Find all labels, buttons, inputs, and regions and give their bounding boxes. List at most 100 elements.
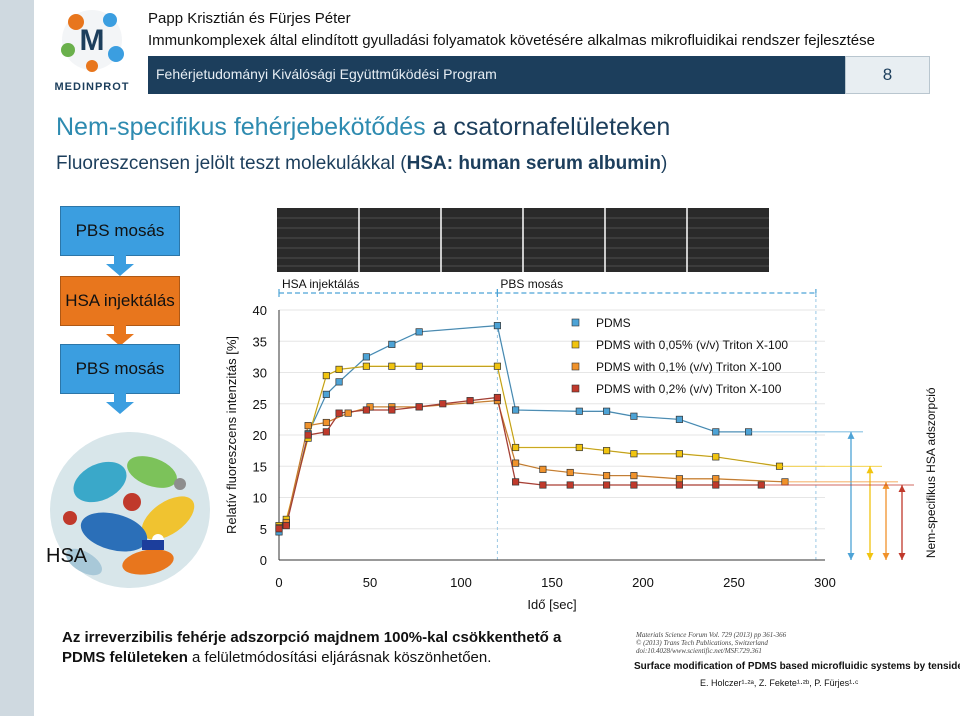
- x-tick-label: 150: [541, 575, 563, 590]
- legend-marker: [571, 318, 580, 327]
- data-point: [304, 422, 312, 430]
- data-point: [362, 362, 370, 370]
- data-point: [322, 418, 330, 427]
- caption-line-2-bold: PDMS felületeken: [62, 649, 188, 666]
- data-point: [712, 475, 720, 483]
- flow-arrow-down-icon: [106, 252, 134, 276]
- data-point: [388, 406, 396, 414]
- series-line-shadow: [278, 325, 749, 533]
- adsorption-arrowhead-top: [866, 466, 874, 474]
- data-point: [344, 409, 352, 417]
- data-point: [675, 415, 683, 423]
- reference-journal-line-3: doi:10.4028/www.scientific.net/MSF.729.3…: [636, 647, 762, 655]
- data-point: [335, 409, 343, 417]
- data-point: [630, 450, 638, 458]
- data-point: [322, 372, 330, 380]
- adsorption-arrowhead-bottom: [847, 553, 855, 560]
- adsorption-arrowhead-bottom: [866, 553, 874, 560]
- data-point: [630, 412, 638, 420]
- y-tick-label: 35: [253, 334, 267, 349]
- reference-journal-line-2: © (2013) Trans Tech Publications, Switze…: [636, 639, 768, 647]
- y-tick-label: 20: [253, 428, 267, 443]
- flow-step-pbs-wash-2: PBS mosás: [60, 344, 180, 394]
- data-point: [335, 378, 343, 386]
- fluorescence-microscope-images: [277, 208, 769, 272]
- data-point: [493, 322, 501, 330]
- y-tick-label: 40: [253, 303, 267, 318]
- adsorption-arrowhead-top: [898, 485, 906, 492]
- logo-text: MEDINPROT: [55, 81, 130, 93]
- right-annotation-label: Nem-specifikus HSA adszorpció: [924, 387, 938, 558]
- slide-title: Nem-specifikus fehérjebekötődés a csator…: [56, 113, 670, 142]
- data-point: [675, 481, 683, 489]
- program-bar: [148, 56, 845, 94]
- caption-line-2: PDMS felületeken a felületmódosítási elj…: [62, 649, 491, 666]
- data-point: [493, 393, 501, 402]
- subtitle-pre: Fluoreszcensen jelölt teszt molekulákkal…: [56, 153, 407, 174]
- x-tick-label: 0: [275, 575, 282, 590]
- hsa-protein-structure-image: [50, 432, 210, 588]
- x-tick-label: 250: [723, 575, 745, 590]
- data-point: [282, 522, 290, 530]
- program-label: Fehérjetudományi Kiválósági Együttműködé…: [156, 66, 497, 82]
- data-point: [675, 450, 683, 458]
- data-point: [322, 390, 330, 398]
- y-tick-label: 30: [253, 366, 267, 381]
- data-point: [630, 481, 638, 489]
- data-point: [439, 400, 447, 408]
- y-axis-label: Relatív fluoreszcens intenzitás [%]: [224, 336, 239, 534]
- legend-label: PDMS with 0,2% (v/v) Triton X-100: [596, 382, 782, 396]
- data-point: [512, 443, 520, 452]
- flow-arrow-down-icon: [106, 322, 134, 346]
- reference-title: Surface modification of PDMS based micro…: [634, 661, 960, 672]
- slide-title-rest: a csatornafelületeken: [425, 113, 671, 141]
- data-point: [415, 403, 423, 411]
- slide-subtitle: Fluoreszcensen jelölt teszt molekulákkal…: [56, 153, 667, 175]
- data-point: [603, 472, 611, 480]
- data-point: [362, 406, 370, 414]
- legend-marker: [571, 362, 580, 371]
- caption-line-2-rest: a felületmódosítási eljárásnak köszönhet…: [187, 649, 492, 666]
- slide-title-highlight: Nem-specifikus fehérjebekötődés: [56, 113, 426, 141]
- phase-label: HSA injektálás: [282, 277, 359, 291]
- series-line-shadow: [278, 366, 780, 526]
- data-point: [415, 328, 423, 336]
- subtitle-post: ): [661, 153, 668, 174]
- left-accent-bar: [0, 0, 34, 716]
- data-point: [388, 340, 396, 348]
- data-point: [566, 468, 574, 477]
- x-tick-label: 200: [632, 575, 654, 590]
- data-point: [275, 525, 283, 533]
- data-point: [539, 481, 547, 489]
- adsorption-arrowhead-top: [847, 431, 855, 439]
- legend-marker: [571, 340, 580, 349]
- data-point: [362, 353, 370, 361]
- adsorption-arrowhead-bottom: [882, 553, 890, 560]
- project-title: Immunkomplexek által elindított gyulladá…: [148, 32, 875, 49]
- caption-line-1: Az irreverzibilis fehérje adszorpció maj…: [62, 629, 562, 646]
- data-point: [712, 453, 720, 461]
- data-point: [603, 447, 611, 455]
- y-tick-label: 5: [260, 522, 267, 537]
- data-point: [466, 397, 474, 405]
- data-point: [603, 407, 611, 415]
- logo-letter: M: [80, 24, 105, 57]
- hsa-label: HSA: [46, 545, 88, 567]
- page-number-box: [845, 56, 930, 94]
- legend-label: PDMS with 0,1% (v/v) Triton X-100: [596, 360, 782, 374]
- reference-authors: E. Holczer¹·²ᵃ, Z. Fekete¹·²ᵇ, P. Fürjes…: [700, 678, 859, 688]
- x-tick-label: 100: [450, 575, 472, 590]
- fluorescence-intensity-chart: HSA injektálás PBS mosás 0 5 10 15 20 25 30 35 40…: [224, 277, 938, 612]
- data-point: [575, 407, 583, 415]
- data-point: [335, 365, 343, 373]
- page-number: 8: [882, 65, 893, 84]
- flow-step-pbs-wash-1: PBS mosás: [60, 206, 180, 256]
- legend-marker: [571, 384, 580, 393]
- data-point: [712, 428, 720, 436]
- data-point: [603, 481, 611, 489]
- data-point: [712, 481, 720, 489]
- medinprot-logo: M MEDINPROT: [44, 0, 140, 96]
- legend-label: PDMS with 0,05% (v/v) Triton X-100: [596, 338, 788, 352]
- data-point: [512, 406, 520, 414]
